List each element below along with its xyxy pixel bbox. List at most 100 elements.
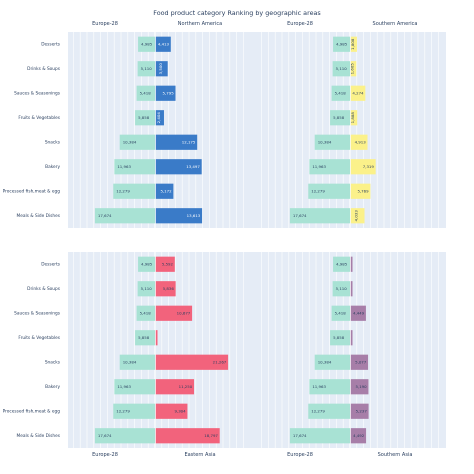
- bar-europe-28: [309, 159, 350, 175]
- data-label: 1,888: [350, 112, 355, 124]
- bar-europe-28: [314, 354, 350, 370]
- category-label: Bakery: [45, 164, 60, 170]
- bar-southern-america: [350, 134, 368, 150]
- bar-europe-28: [136, 85, 155, 101]
- data-label: 5,172: [160, 189, 172, 194]
- series-label: Europe-28: [287, 452, 313, 458]
- bar-eastern-asia: [155, 379, 195, 395]
- data-label: 12,279: [311, 189, 325, 194]
- data-label: 1,808: [350, 38, 355, 50]
- data-label: 5,858: [138, 115, 150, 120]
- data-label: 3,500: [158, 63, 163, 75]
- series-label: Europe-28: [92, 452, 118, 458]
- bar-southern-asia: [350, 403, 369, 419]
- series-label: Europe-28: [287, 21, 313, 27]
- bar-southern-america: [350, 183, 371, 199]
- data-label: 13,613: [187, 213, 201, 218]
- data-label: 10,677: [177, 311, 191, 316]
- data-label: 5,077: [355, 360, 367, 365]
- bar-southern-america: [350, 110, 358, 126]
- data-label: 7,319: [363, 164, 375, 169]
- bar-europe-28: [137, 281, 155, 297]
- bar-europe-28: [331, 85, 350, 101]
- data-label: 21,267: [213, 360, 227, 365]
- bar-europe-28: [330, 110, 350, 126]
- data-label: 5,592: [162, 262, 174, 267]
- category-label: Fruits & Vegetables: [18, 335, 60, 341]
- bar-northern-america: [155, 208, 203, 224]
- data-label: 4,985: [336, 42, 348, 47]
- bar-europe-28: [308, 183, 350, 199]
- bar-europe-28: [114, 379, 155, 395]
- bar-southern-america: [350, 85, 366, 101]
- series-label: Southern America: [373, 21, 418, 27]
- bar-europe-28: [137, 61, 155, 77]
- category-label: Bakery: [45, 384, 60, 390]
- data-label: 4,985: [141, 42, 153, 47]
- category-label: Processed fish,meat & egg: [3, 409, 61, 415]
- series-label: Eastern Asia: [184, 452, 215, 458]
- bar-europe-28: [333, 256, 350, 272]
- data-label: 10,384: [123, 360, 137, 365]
- bar-southern-america: [350, 61, 357, 77]
- data-label: 5,858: [333, 335, 345, 340]
- series-label: Europe-28: [92, 21, 118, 27]
- panel-4: 4,985 5,110 5,418 4,449 5,858 10,384 5,077 11,9…: [254, 252, 446, 458]
- data-label: 11,963: [312, 164, 326, 169]
- data-label: 11,963: [312, 384, 326, 389]
- bar-southern-america: [350, 36, 357, 52]
- data-label: 4,413: [158, 42, 170, 47]
- data-label: 4,985: [336, 262, 348, 267]
- category-label: Meals & Side Dishes: [16, 213, 60, 219]
- bar-europe-28: [289, 428, 350, 444]
- bar-europe-28: [332, 281, 350, 297]
- data-label: 12,279: [116, 409, 130, 414]
- bar-europe-28: [309, 379, 350, 395]
- bar-southern-asia: [350, 379, 369, 395]
- data-label: 10,384: [318, 360, 332, 365]
- data-label: 4,913: [355, 140, 367, 145]
- data-label: 11,963: [117, 384, 131, 389]
- category-label: Sauces & Seasonings: [14, 91, 61, 97]
- data-label: 4,492: [353, 433, 365, 438]
- bar-europe-28: [94, 208, 155, 224]
- bar-eastern-asia: [155, 281, 176, 297]
- data-label: 5,110: [336, 66, 348, 71]
- series-label: Southern Asia: [378, 452, 413, 458]
- category-label: Snacks: [45, 140, 61, 146]
- bar-europe-28: [138, 256, 155, 272]
- data-label: 5,190: [356, 384, 368, 389]
- category-label: Drinks & Soups: [27, 286, 61, 292]
- bar-southern-america: [350, 159, 376, 175]
- bar-eastern-asia: [155, 403, 188, 419]
- data-label: 5,795: [163, 91, 175, 96]
- data-label: 5,237: [356, 409, 368, 414]
- data-label: 11,250: [179, 384, 193, 389]
- bar-northern-america: [155, 110, 164, 126]
- bar-eastern-asia: [155, 330, 158, 346]
- bar-northern-america: [155, 85, 176, 101]
- data-label: 5,858: [138, 335, 150, 340]
- bar-southern-america: [350, 208, 365, 224]
- bar-eastern-asia: [155, 256, 175, 272]
- data-label: 11,963: [117, 164, 131, 169]
- data-label: 4,274: [352, 91, 364, 96]
- category-label: Desserts: [41, 262, 61, 268]
- bar-europe-28: [138, 36, 155, 52]
- bar-europe-28: [136, 305, 155, 321]
- bar-europe-28: [113, 183, 155, 199]
- data-label: 5,110: [141, 66, 153, 71]
- series-label: Northern America: [178, 21, 222, 27]
- data-label: 2,404: [156, 112, 161, 124]
- data-label: 12,279: [311, 409, 325, 414]
- data-label: 17,674: [98, 433, 112, 438]
- data-label: 10,384: [318, 140, 332, 145]
- category-label: Desserts: [41, 42, 61, 48]
- data-label: 5,110: [336, 286, 348, 291]
- bar-europe-28: [331, 305, 350, 321]
- data-label: 5,110: [141, 286, 153, 291]
- bar-eastern-asia: [155, 428, 220, 444]
- data-label: 5,418: [335, 311, 347, 316]
- data-label: 13,497: [186, 164, 200, 169]
